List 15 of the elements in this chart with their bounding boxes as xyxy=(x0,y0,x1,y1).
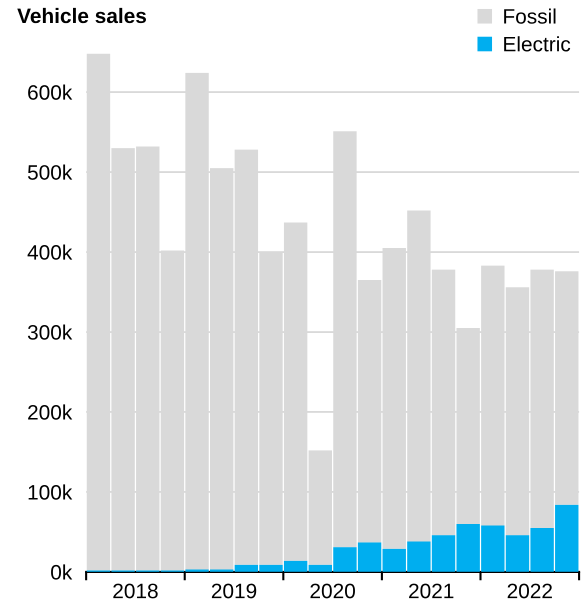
y-tick-label: 100k xyxy=(28,484,72,500)
y-tick-label: 300k xyxy=(28,324,72,340)
x-tick-label: 2018 xyxy=(113,584,158,598)
chart-title: Vehicle sales xyxy=(17,8,146,24)
y-tick-label: 0k xyxy=(51,564,72,580)
legend-label: Fossil xyxy=(504,8,556,24)
x-tick-label: 2020 xyxy=(310,584,355,598)
x-tick-label: 2022 xyxy=(508,584,552,598)
y-tick-label: 200k xyxy=(28,404,72,420)
x-tick-label: 2019 xyxy=(212,584,256,598)
y-tick-label: 500k xyxy=(28,164,72,180)
y-tick-label: 400k xyxy=(28,244,72,260)
x-tick-label: 2021 xyxy=(409,584,454,598)
legend-label: Electric xyxy=(504,36,570,52)
y-tick-label: 600k xyxy=(28,84,72,100)
